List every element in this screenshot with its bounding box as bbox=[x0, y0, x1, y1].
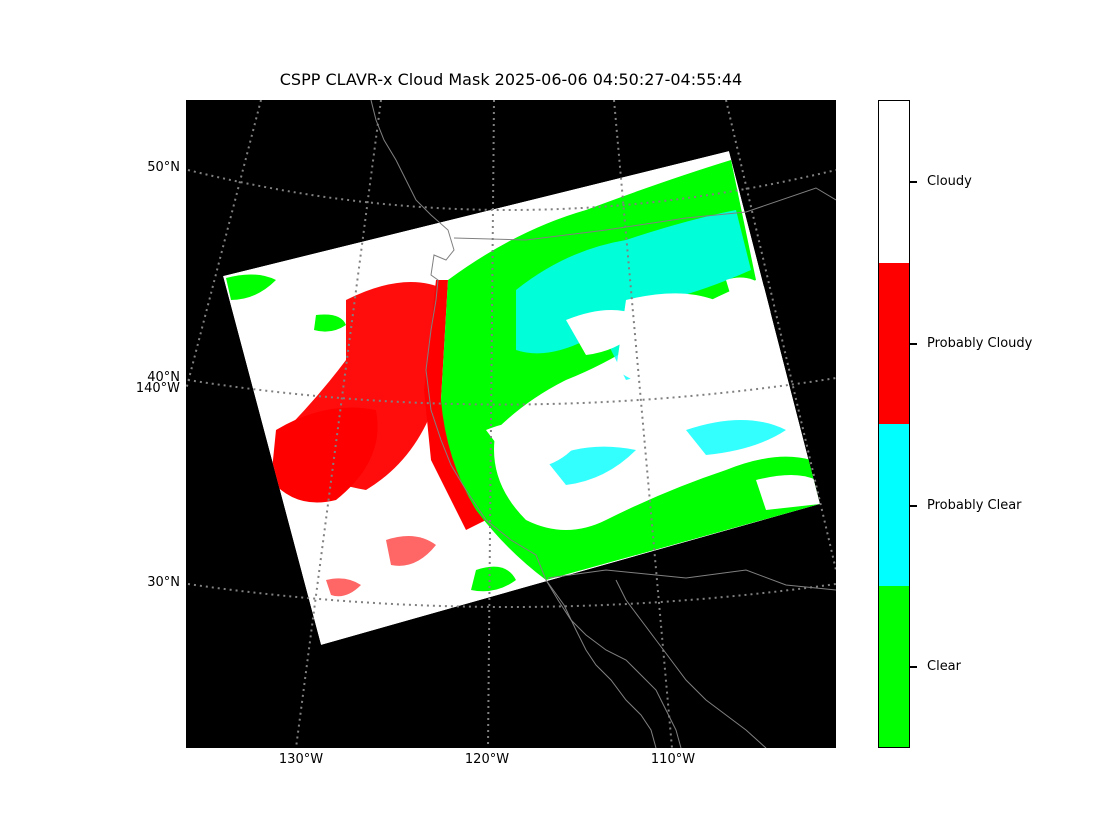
colorbar-probably-clear bbox=[879, 424, 909, 586]
map-title: CSPP CLAVR-x Cloud Mask 2025-06-06 04:50… bbox=[279, 70, 743, 89]
colorbar-clear bbox=[879, 585, 909, 747]
colorbar bbox=[878, 100, 910, 748]
lat-label-30n: 30°N bbox=[147, 575, 180, 590]
baja-coastline bbox=[545, 579, 657, 748]
lon-label-140w: 140°W bbox=[135, 381, 180, 396]
lon-label-110w: 110°W bbox=[650, 752, 696, 767]
us-canada-border bbox=[453, 187, 836, 241]
colorbar-probably-cloudy bbox=[879, 262, 909, 424]
colorbar-label-probably-clear: Probably Clear bbox=[927, 498, 1022, 513]
lon-label-130w: 130°W bbox=[278, 752, 324, 767]
gulf-coastline bbox=[615, 579, 767, 748]
satellite-swath bbox=[223, 151, 820, 645]
colorbar-label-cloudy: Cloudy bbox=[927, 174, 972, 189]
lon-label-120w: 120°W bbox=[464, 752, 510, 767]
colorbar-label-clear: Clear bbox=[927, 659, 961, 674]
cloud-mask-map bbox=[186, 100, 836, 748]
colorbar-tick bbox=[910, 505, 917, 507]
graticule bbox=[186, 100, 836, 748]
us-mexico-border bbox=[547, 569, 836, 591]
coastline bbox=[370, 100, 682, 748]
lat-label-50n: 50°N bbox=[147, 160, 180, 175]
colorbar-label-probably-cloudy: Probably Cloudy bbox=[927, 336, 1033, 351]
colorbar-tick bbox=[910, 666, 917, 668]
colorbar-tick bbox=[910, 343, 917, 345]
colorbar-tick bbox=[910, 181, 917, 183]
lat-label-40n: 40°N bbox=[147, 370, 180, 385]
colorbar-cloudy bbox=[879, 101, 909, 263]
